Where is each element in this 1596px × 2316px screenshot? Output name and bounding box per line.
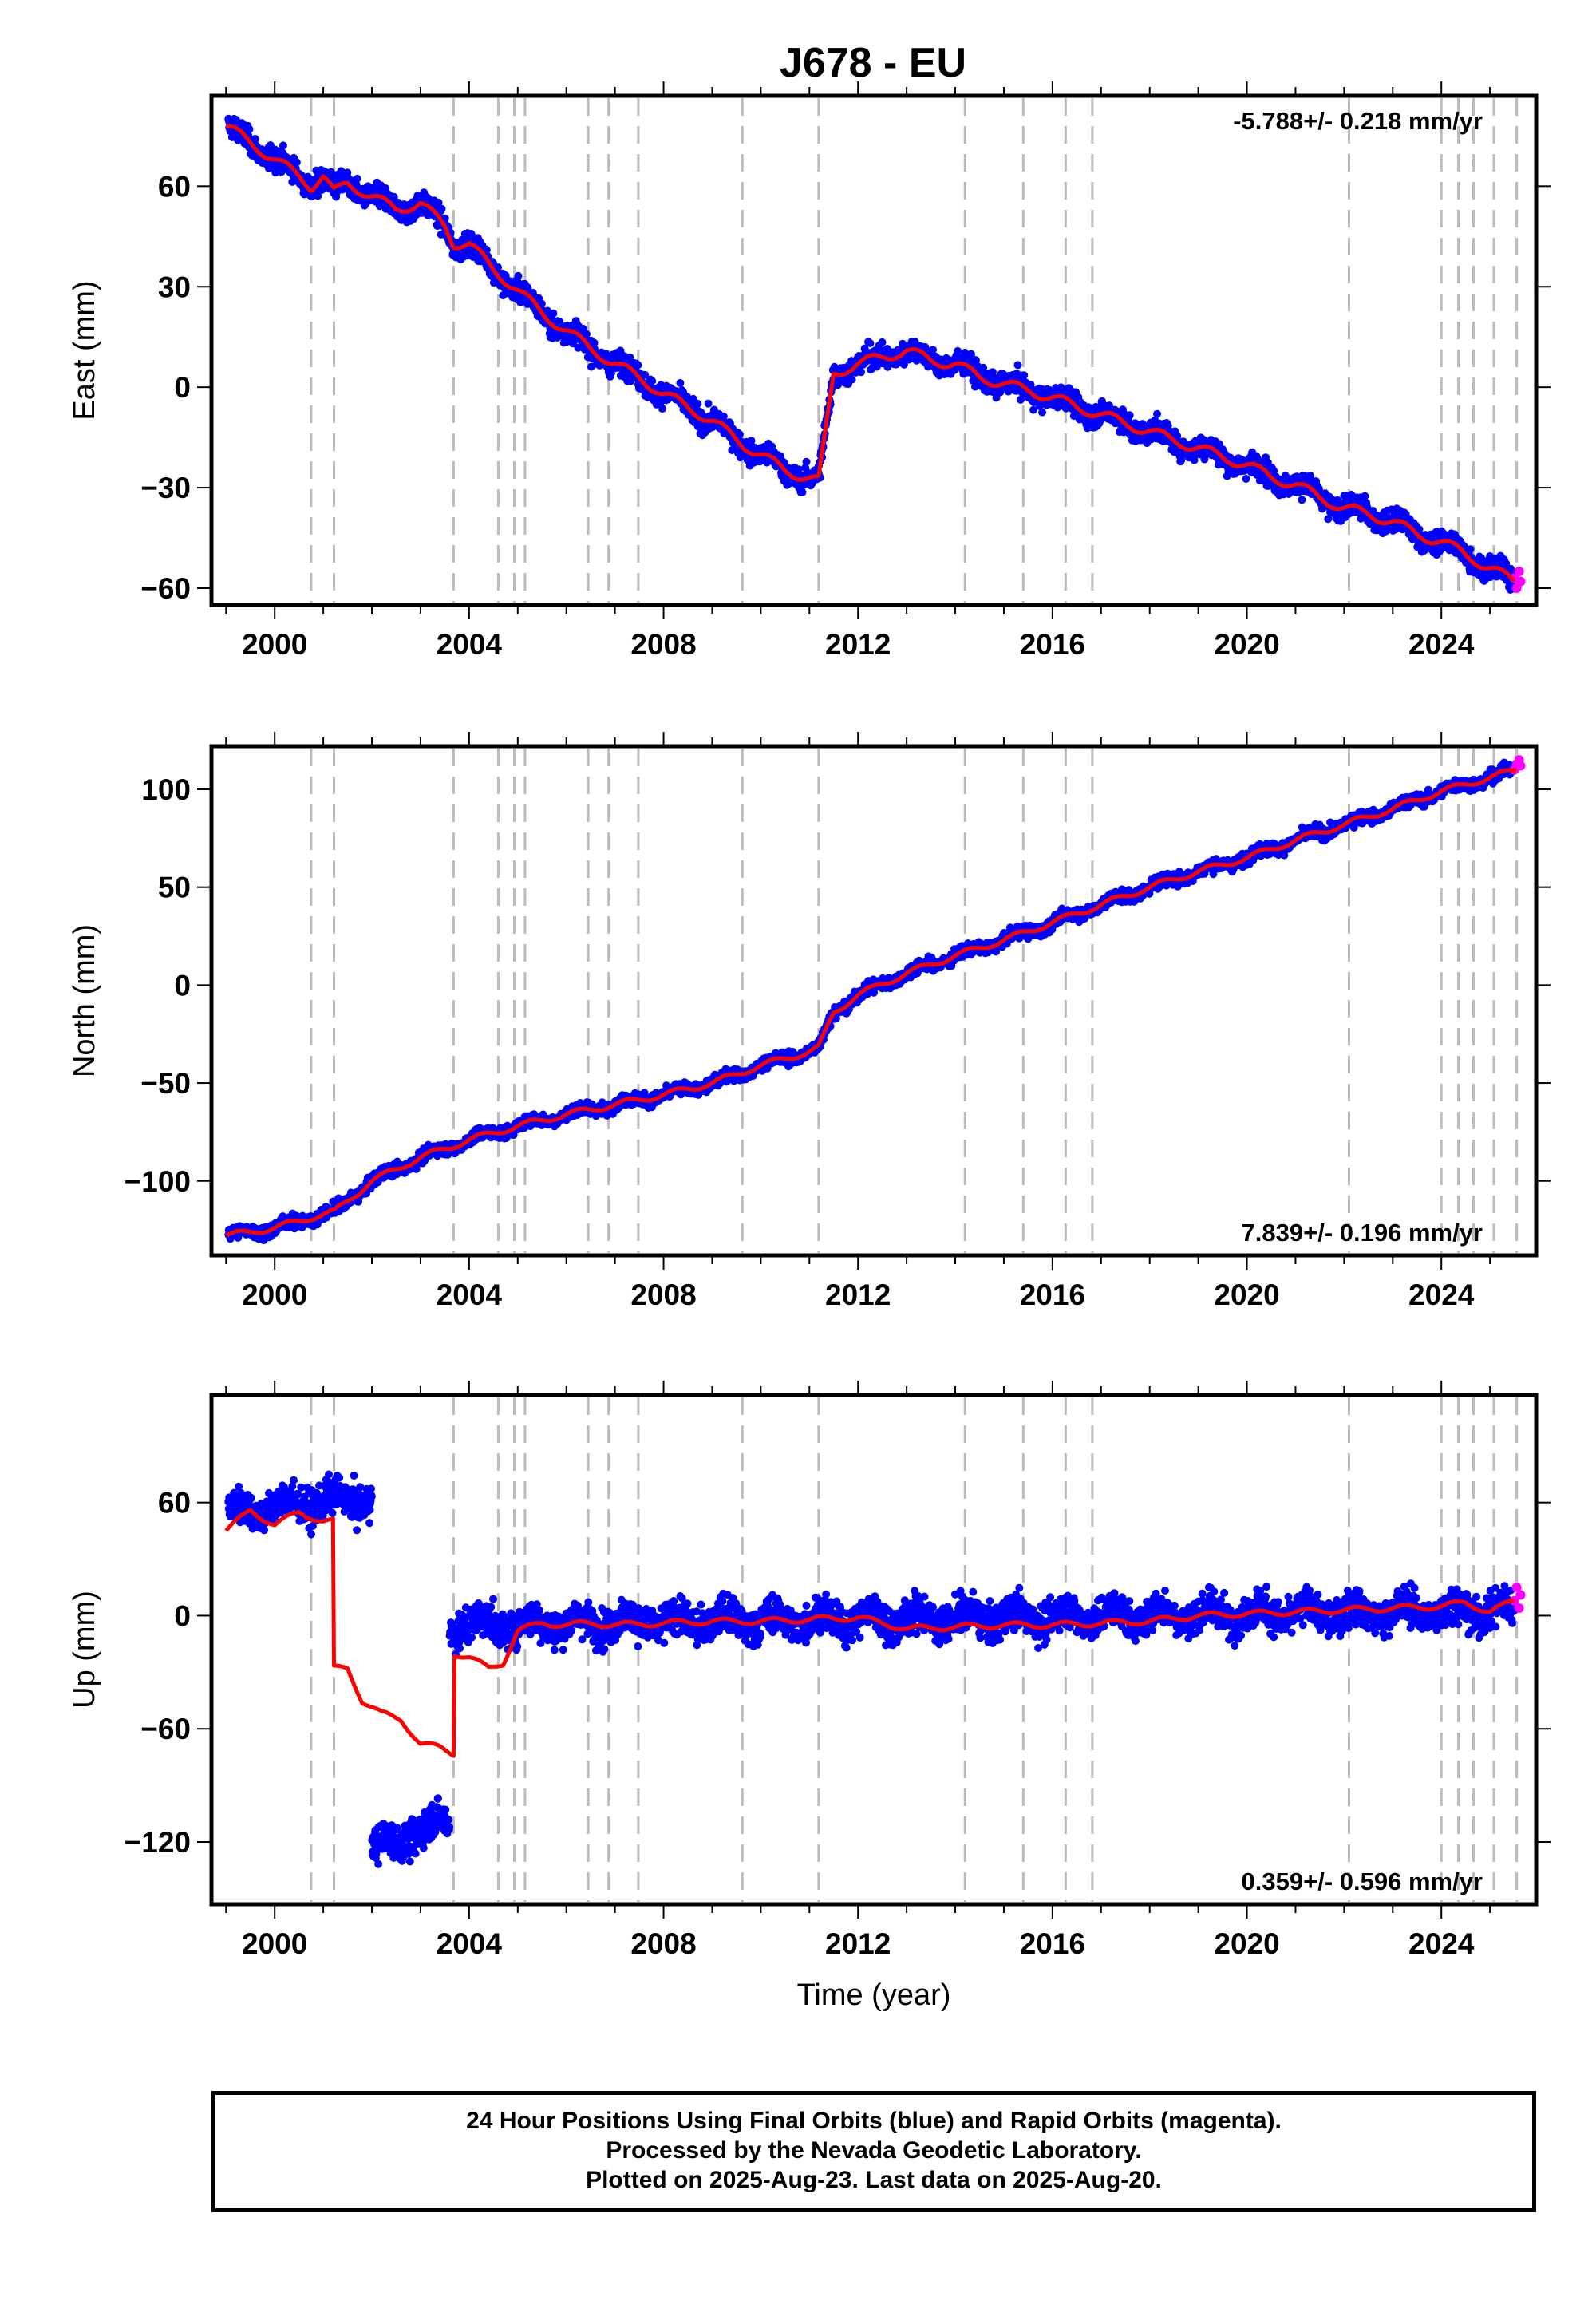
final-orbit-point bbox=[648, 377, 657, 385]
final-orbit-point bbox=[1466, 545, 1475, 554]
final-orbit-point bbox=[798, 488, 807, 496]
y-axis-label: East (mm) bbox=[68, 280, 101, 420]
final-orbit-point bbox=[1038, 408, 1047, 417]
x-tick-label: 2000 bbox=[242, 628, 307, 661]
north-panel: 2000 2004 2008 2012 2016 2020 2024100500−50−10… bbox=[68, 732, 1551, 1311]
x-tick-label: 2024 bbox=[1408, 628, 1475, 661]
final-orbit-point bbox=[1125, 411, 1134, 420]
final-orbit-point bbox=[1298, 496, 1306, 504]
rapid-orbit-point bbox=[1515, 576, 1526, 587]
final-orbit-point bbox=[292, 158, 301, 167]
x-tick-label: 2008 bbox=[630, 628, 696, 661]
final-orbit-point bbox=[245, 124, 254, 133]
y-tick-label: 0 bbox=[174, 371, 191, 404]
x-tick-label: 2016 bbox=[1020, 628, 1085, 661]
y-tick-label: 30 bbox=[158, 271, 191, 303]
final-orbit-point bbox=[251, 135, 259, 143]
rapid-orbit-point bbox=[1514, 567, 1524, 577]
final-orbit-point bbox=[634, 361, 642, 370]
x-tick-label: 2020 bbox=[1214, 628, 1279, 661]
y-tick-label: −60 bbox=[140, 572, 191, 605]
final-orbit-point bbox=[857, 368, 865, 377]
final-orbit-point bbox=[523, 283, 532, 292]
final-orbit-point bbox=[1361, 492, 1369, 500]
final-orbit-point bbox=[279, 141, 287, 150]
final-orbit-point bbox=[878, 338, 887, 346]
chart-title: J678 - EU bbox=[780, 40, 966, 86]
final-orbit-point bbox=[929, 346, 937, 354]
x-ticks bbox=[225, 81, 1491, 619]
final-orbit-point bbox=[1153, 409, 1161, 418]
final-orbit-point bbox=[326, 168, 335, 176]
final-orbit-point bbox=[314, 192, 322, 200]
y-ticks bbox=[197, 185, 1551, 590]
final-orbit-point bbox=[353, 174, 361, 183]
y-tick-label: −30 bbox=[140, 472, 191, 504]
final-orbit-point bbox=[494, 263, 502, 271]
final-orbit-point bbox=[514, 271, 523, 280]
y-tick-label: 60 bbox=[158, 170, 191, 203]
final-orbit-point bbox=[676, 379, 685, 387]
final-orbit-point bbox=[437, 204, 446, 213]
final-orbit-point bbox=[1242, 475, 1250, 483]
step-epoch-lines bbox=[310, 98, 1519, 603]
final-orbit-point bbox=[549, 309, 558, 318]
final-orbit-point bbox=[802, 457, 811, 466]
final-orbit-point bbox=[434, 198, 443, 207]
final-orbit-point bbox=[1020, 371, 1029, 380]
final-orbit-point bbox=[537, 299, 546, 308]
x-tick-label: 2012 bbox=[825, 628, 891, 661]
x-tick-label: 2004 bbox=[437, 628, 503, 661]
final-orbit-point bbox=[704, 399, 713, 408]
velocity-label: -5.788+/- 0.218 mm/yr bbox=[1233, 107, 1483, 135]
final-orbit-point bbox=[658, 405, 666, 413]
final-orbit-point bbox=[847, 375, 856, 384]
final-orbit-point bbox=[482, 246, 491, 255]
final-orbit-point bbox=[1013, 361, 1022, 370]
final-orbit-point bbox=[693, 399, 702, 408]
east-panel: 2000 2004 2008 2012 2016 2020 2024 60 30 0 −30 −60 E… bbox=[68, 81, 1551, 661]
final-orbit-point bbox=[866, 339, 875, 347]
